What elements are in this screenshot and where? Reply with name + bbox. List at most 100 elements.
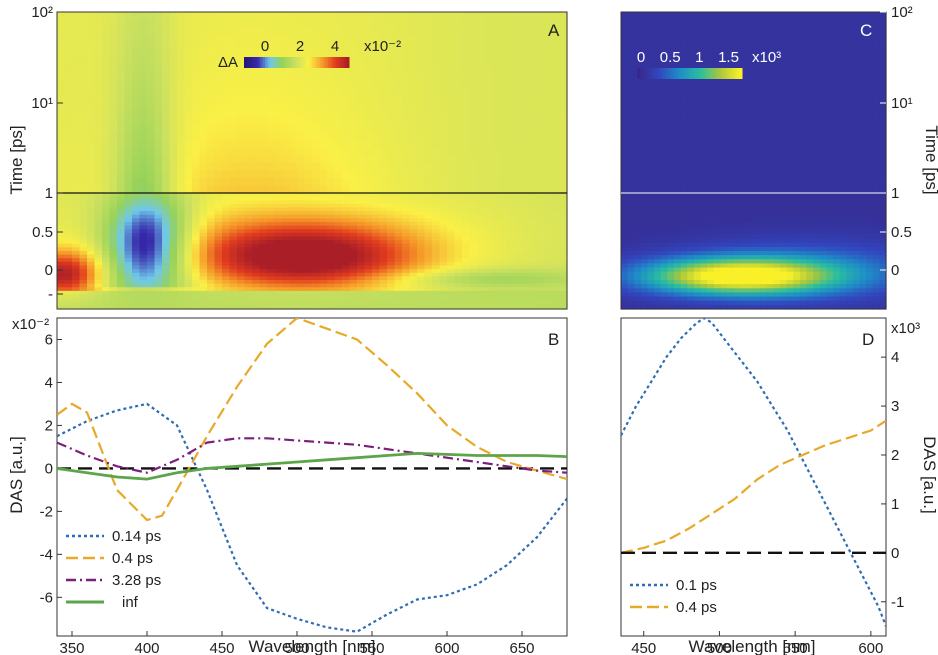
heatmap-c-cell <box>654 280 662 285</box>
heatmap-a-cell <box>109 42 118 51</box>
heatmap-a-cell <box>162 203 171 209</box>
heatmap-c-cell <box>786 226 794 231</box>
heatmap-c-cell <box>753 222 761 227</box>
heatmap-a-cell <box>274 170 283 179</box>
heatmap-a-cell <box>244 79 253 89</box>
heatmap-a-cell <box>312 64 321 73</box>
heatmap-c-cell <box>687 246 695 252</box>
heatmap-a-cell <box>417 140 426 149</box>
heatmap-a-cell <box>432 247 441 252</box>
heatmap-a-cell <box>559 298 568 303</box>
heatmap-a-cell <box>439 203 448 209</box>
heatmap-a-cell <box>222 229 231 234</box>
heatmap-c-cell <box>793 300 801 306</box>
heatmap-c-cell <box>680 213 688 219</box>
heatmap-a-cell <box>327 72 336 81</box>
heatmap-a-cell <box>289 140 298 149</box>
colorbar-a-swatch <box>322 57 326 68</box>
heatmap-c-cell <box>733 234 741 240</box>
heatmap-c-cell <box>727 255 735 260</box>
heatmap-a-cell <box>447 236 456 241</box>
heatmap-c-cell <box>727 222 735 227</box>
heatmap-a-cell <box>544 79 553 89</box>
heatmap-a-cell <box>192 290 201 296</box>
heatmap-a-cell <box>379 290 388 296</box>
heatmap-a-cell <box>139 193 148 198</box>
heatmap-a-cell <box>192 258 201 263</box>
heatmap-a-cell <box>162 155 171 164</box>
heatmap-a-cell <box>522 170 531 179</box>
heatmap-a-cell <box>297 225 306 230</box>
heatmap-a-cell <box>319 214 328 219</box>
heatmap-a-cell <box>514 211 523 216</box>
heatmap-c-cell <box>839 226 847 231</box>
heatmap-a-cell <box>244 283 253 288</box>
heatmap-a-cell <box>402 200 411 205</box>
heatmap-c-cell <box>707 197 715 202</box>
heatmap-c-cell <box>674 288 682 294</box>
xtick-label: 400 <box>134 640 159 655</box>
heatmap-a-cell <box>372 12 381 21</box>
heatmap-a-cell <box>484 12 493 21</box>
heatmap-a-cell <box>222 294 231 299</box>
heatmap-a-cell <box>394 140 403 149</box>
heatmap-a-cell <box>147 251 156 256</box>
heatmap-a-cell <box>102 200 111 205</box>
heatmap-a-cell <box>334 162 343 171</box>
heatmap-a-cell <box>477 79 486 89</box>
heatmap-a-cell <box>319 193 328 198</box>
heatmap-a-cell <box>267 170 276 179</box>
heatmap-a-cell <box>102 170 111 179</box>
heatmap-c-cell <box>667 271 675 277</box>
heatmap-a-cell <box>387 236 396 241</box>
heatmap-a-cell <box>192 207 201 212</box>
heatmap-a-cell <box>139 207 148 212</box>
heatmap-c-cell <box>680 209 688 215</box>
heatmap-a-cell <box>102 12 111 21</box>
heatmap-a-cell <box>259 170 268 179</box>
heatmap-c-cell <box>760 251 768 256</box>
heatmap-a-cell <box>274 140 283 149</box>
heatmap-a-cell <box>484 64 493 73</box>
heatmap-a-cell <box>499 34 508 43</box>
heatmap-a-cell <box>469 258 478 263</box>
heatmap-a-cell <box>184 225 193 230</box>
heatmap-a-cell <box>289 102 298 111</box>
heatmap-a-cell <box>289 258 298 263</box>
heatmap-c-cell <box>852 213 861 219</box>
heatmap-c-cell <box>773 222 781 227</box>
heatmap-a-cell <box>432 170 441 179</box>
heatmap-a-cell <box>424 196 433 201</box>
heatmap-a-cell <box>184 290 193 296</box>
heatmap-c-cell <box>753 267 761 273</box>
heatmap-a-cell <box>394 200 403 205</box>
heatmap-a-cell <box>222 110 231 119</box>
heatmap-a-cell <box>469 193 478 198</box>
heatmap-c-cell <box>799 288 808 294</box>
heatmap-a-cell <box>484 211 493 216</box>
heatmap-a-cell <box>207 301 216 306</box>
heatmap-a-cell <box>244 117 253 126</box>
heatmap-a-cell <box>109 251 118 256</box>
heatmap-a-cell <box>327 94 336 104</box>
heatmap-a-cell <box>124 243 133 248</box>
heatmap-a-cell <box>424 229 433 234</box>
heatmap-a-cell <box>64 222 73 227</box>
heatmap-a-cell <box>319 27 328 36</box>
heatmap-a-cell <box>184 193 193 198</box>
heatmap-a-cell <box>544 301 553 306</box>
heatmap-a-cell <box>94 294 103 299</box>
heatmap-a-cell <box>327 140 336 149</box>
heatmap-a-cell <box>379 258 388 263</box>
heatmap-a-cell <box>124 203 133 209</box>
heatmap-a-cell <box>499 272 508 277</box>
heatmap-c-cell <box>660 251 668 256</box>
heatmap-a-cell <box>259 72 268 81</box>
heatmap-a-cell <box>327 102 336 111</box>
heatmap-c-cell <box>872 234 880 240</box>
heatmap-a-cell <box>139 110 148 119</box>
heatmap-a-cell <box>402 229 411 234</box>
heatmap-c-cell <box>687 238 695 244</box>
heatmap-a-cell <box>282 254 291 259</box>
heatmap-a-cell <box>424 132 433 141</box>
